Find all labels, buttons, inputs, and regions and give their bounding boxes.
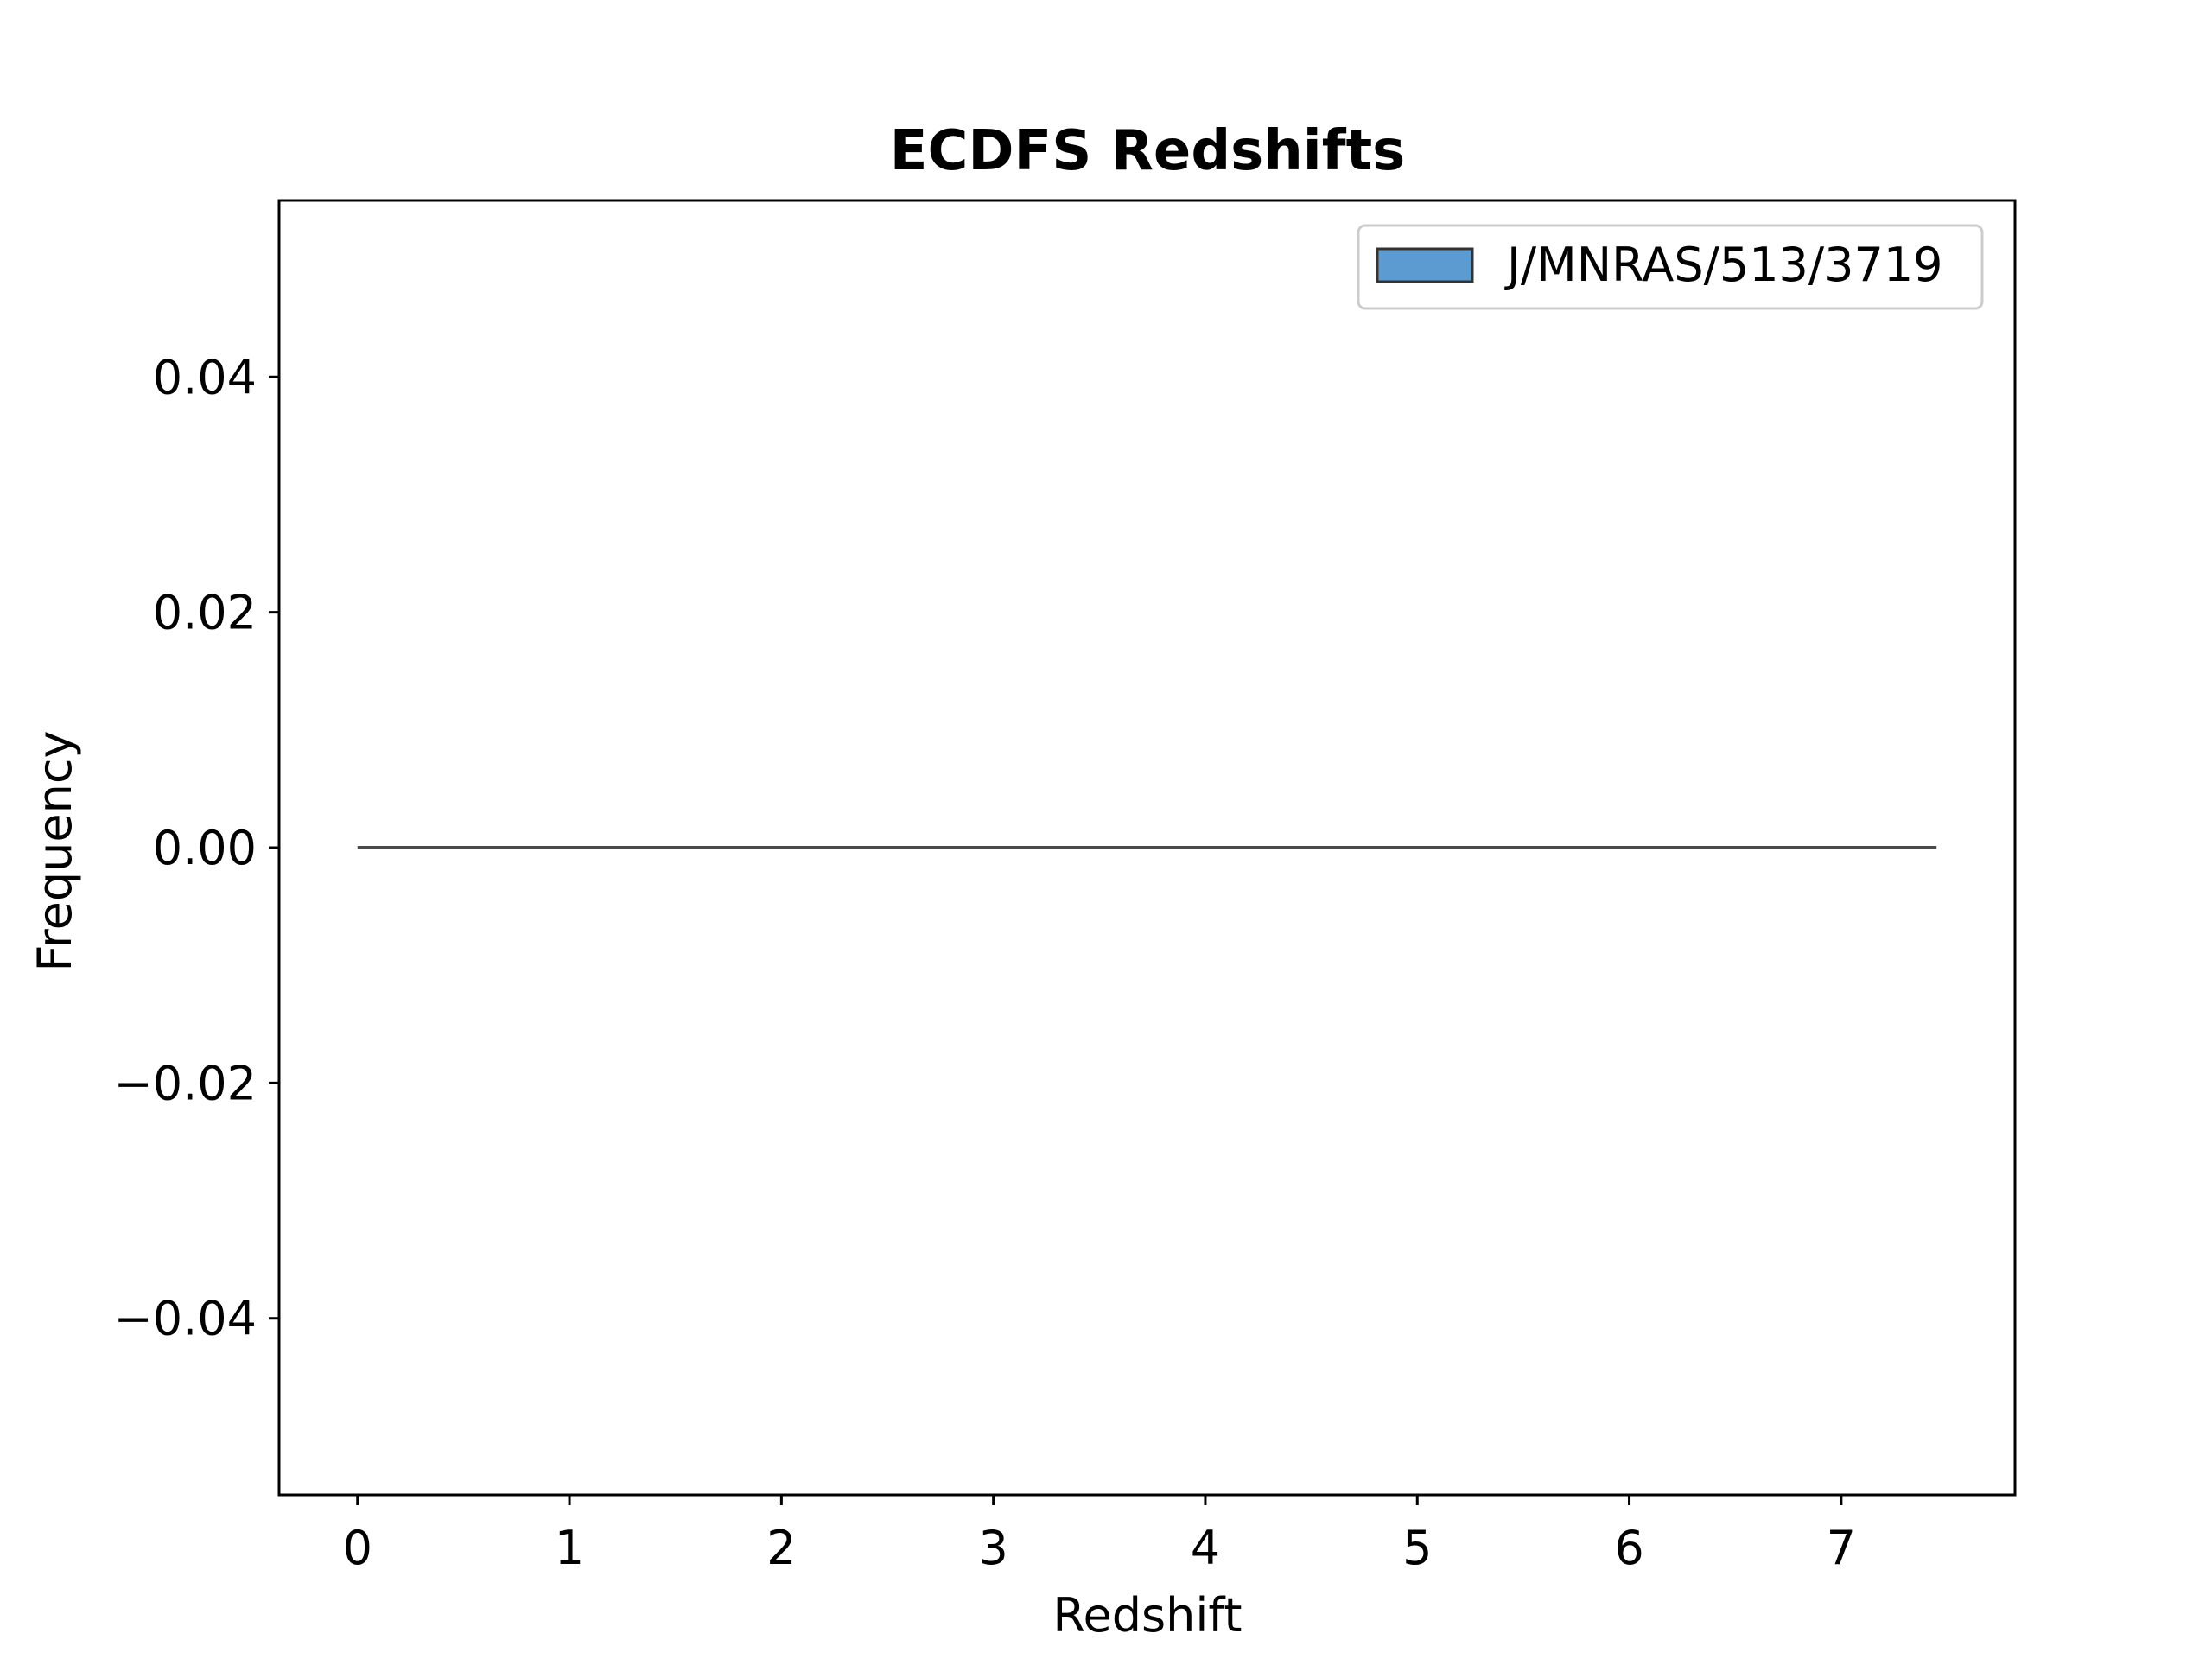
x-tick-label: 1: [555, 1521, 584, 1575]
y-axis: 0.04 0.02 0.00 −0.02 −0.04: [114, 350, 279, 1346]
y-tick-label: −0.04: [114, 1292, 257, 1346]
x-tick-label: 7: [1827, 1521, 1856, 1575]
chart-title: ECDFS Redshifts: [890, 119, 1406, 183]
y-tick-label: −0.02: [114, 1056, 257, 1110]
legend-entry-label: J/MNRAS/513/3719: [1504, 238, 1943, 292]
legend: J/MNRAS/513/3719: [1357, 224, 1984, 310]
x-tick-label: 0: [343, 1521, 372, 1575]
legend-swatch: [1376, 247, 1474, 283]
x-tick-label: 6: [1614, 1521, 1643, 1575]
legend-frame: [1357, 224, 1984, 310]
y-axis-label: Frequency: [28, 731, 82, 972]
x-tick-label: 4: [1191, 1521, 1220, 1575]
x-tick-label: 3: [978, 1521, 1007, 1575]
x-axis-label: Redshift: [1052, 1588, 1242, 1643]
y-tick-label: 0.04: [153, 350, 257, 404]
y-tick-label: 0.02: [153, 586, 257, 640]
x-tick-label: 2: [766, 1521, 796, 1575]
x-axis: 0 1 2 3 4 5 6 7: [343, 1495, 1856, 1575]
y-tick-label: 0.00: [153, 821, 257, 875]
x-tick-label: 5: [1402, 1521, 1432, 1575]
